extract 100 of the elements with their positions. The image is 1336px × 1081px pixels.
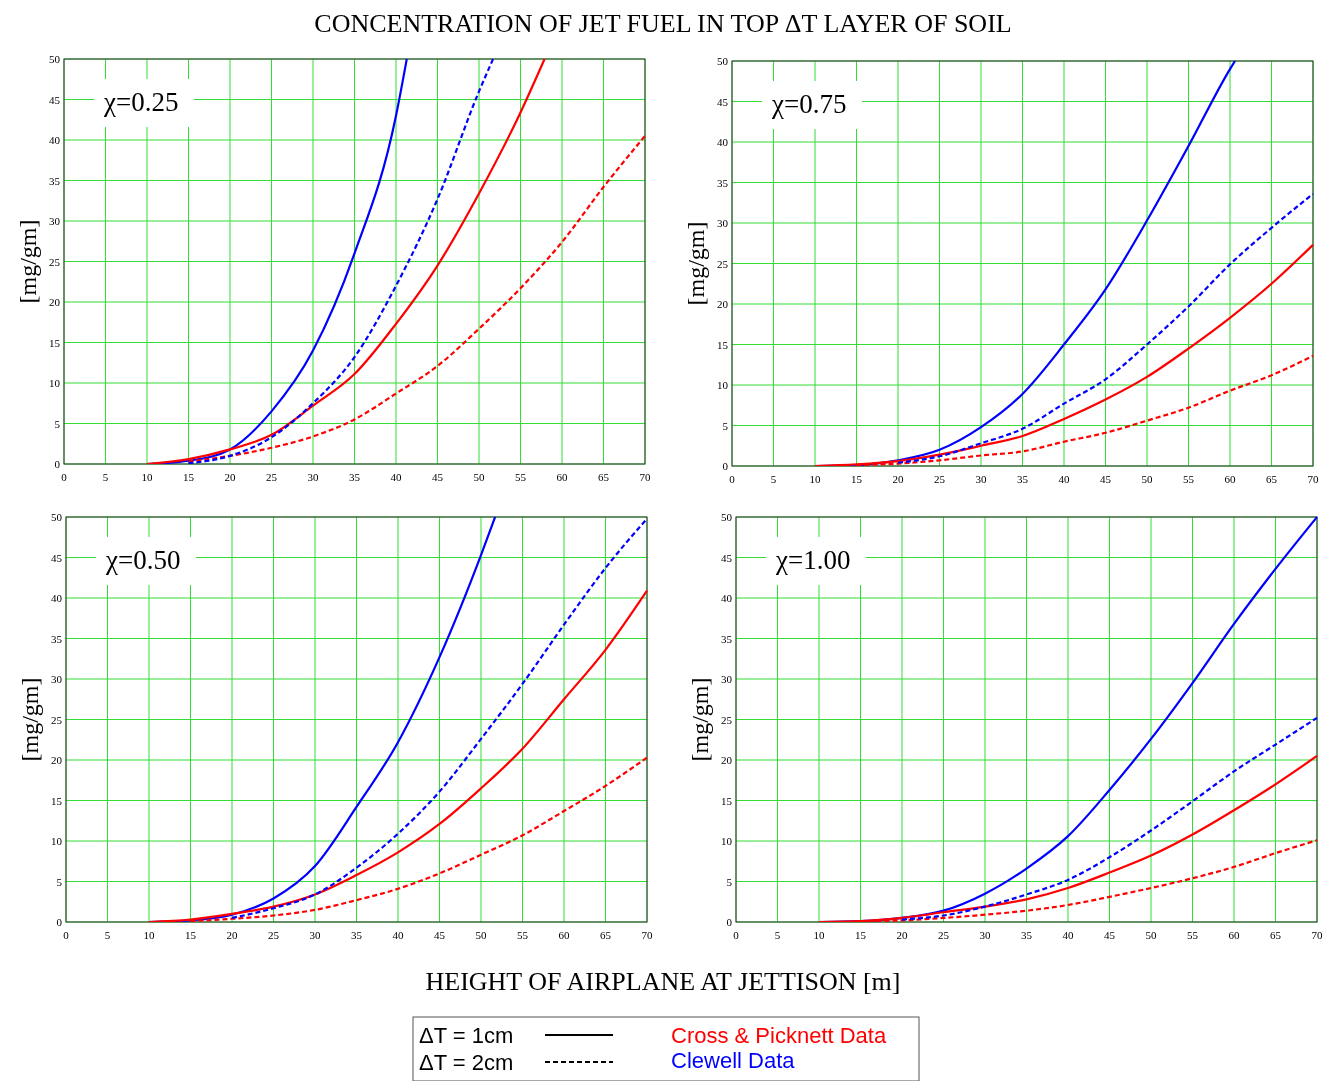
x-tick-label: 40 (1058, 473, 1070, 485)
y-axis-title: [mg/gm] (15, 219, 41, 304)
y-tick-label: 0 (722, 460, 729, 472)
x-tick-label: 65 (1266, 473, 1278, 485)
x-tick-label: 35 (1017, 473, 1029, 485)
x-tick-label: 15 (183, 471, 195, 483)
y-tick-label: 0 (54, 458, 61, 470)
x-tick-label: 45 (432, 471, 444, 483)
y-tick-label: 30 (51, 673, 63, 685)
x-tick-label: 5 (102, 471, 109, 483)
x-tick-label: 40 (392, 929, 404, 941)
legend-label: Cross & Picknett Data (671, 1023, 887, 1048)
x-tick-label: 25 (266, 471, 278, 483)
x-tick-label: 10 (143, 929, 155, 941)
y-tick-label: 45 (49, 93, 61, 106)
x-tick-label: 40 (1062, 929, 1074, 941)
line-series (187, 57, 495, 464)
y-tick-label: 15 (721, 794, 733, 807)
x-tick-label: 15 (185, 929, 197, 941)
y-tick-label: 45 (721, 551, 733, 564)
y-tick-label: 35 (51, 632, 63, 645)
x-tick-label: 25 (268, 929, 280, 941)
y-tick-label: 25 (717, 257, 729, 270)
x-tick-label: 25 (934, 473, 946, 485)
x-tick-label: 10 (141, 471, 153, 483)
y-tick-label: 15 (49, 336, 61, 349)
x-tick-label: 20 (896, 929, 908, 941)
y-tick-label: 5 (56, 875, 63, 888)
y-tick-label: 35 (721, 632, 733, 645)
x-tick-label: 60 (558, 929, 570, 941)
legend-label: Clewell Data (671, 1048, 796, 1073)
x-tick-label: 70 (641, 929, 653, 941)
y-tick-label: 0 (56, 916, 63, 928)
y-tick-label: 30 (717, 217, 729, 229)
legend-label: ΔT = 2cm (419, 1050, 514, 1075)
x-tick-label: 20 (224, 471, 236, 483)
x-tick-label: 55 (517, 929, 529, 941)
y-tick-label: 10 (721, 835, 733, 847)
y-tick-label: 10 (49, 377, 61, 389)
y-tick-label: 0 (726, 916, 733, 928)
x-tick-label: 20 (226, 929, 238, 941)
x-tick-label: 70 (1311, 929, 1323, 941)
x-tick-label: 15 (855, 929, 867, 941)
x-tick-label: 55 (515, 471, 527, 483)
x-tick-label: 50 (1141, 473, 1153, 485)
y-tick-label: 30 (721, 673, 733, 685)
x-tick-label: 35 (1021, 929, 1033, 941)
x-tick-label: 65 (598, 471, 610, 483)
annotation: χ=1.00 (775, 545, 851, 575)
x-tick-label: 35 (349, 471, 361, 483)
y-tick-label: 40 (51, 592, 63, 604)
line-series (900, 716, 1319, 921)
x-tick-label: 55 (1183, 473, 1195, 485)
x-tick-label: 35 (351, 929, 363, 941)
x-tick-label: 40 (390, 471, 402, 483)
y-tick-label: 40 (717, 136, 729, 148)
y-tick-label: 50 (721, 511, 733, 523)
y-axis-title: [mg/gm] (687, 677, 713, 762)
y-tick-label: 25 (51, 713, 63, 726)
line-series (817, 754, 1319, 922)
y-tick-label: 35 (49, 174, 61, 187)
x-tick-label: 5 (770, 473, 777, 485)
x-tick-label: 65 (1270, 929, 1282, 941)
x-tick-label: 15 (851, 473, 863, 485)
line-series (813, 243, 1315, 466)
legend-label: ΔT = 1cm (419, 1023, 514, 1048)
y-tick-label: 5 (726, 875, 733, 888)
chart-title: CONCENTRATION OF JET FUEL IN TOP ΔT LAYER OF SOIL (314, 9, 1012, 38)
y-tick-label: 20 (721, 754, 733, 766)
y-tick-label: 15 (717, 338, 729, 351)
y-tick-label: 30 (49, 215, 61, 227)
x-tick-label: 5 (104, 929, 111, 941)
x-tick-label: 45 (1100, 473, 1112, 485)
y-tick-label: 35 (717, 176, 729, 189)
y-tick-label: 25 (49, 255, 61, 268)
x-tick-label: 60 (1224, 473, 1236, 485)
x-tick-label: 60 (1228, 929, 1240, 941)
y-tick-label: 20 (51, 754, 63, 766)
y-axis-title: [mg/gm] (683, 221, 709, 306)
y-tick-label: 25 (721, 713, 733, 726)
x-tick-label: 10 (809, 473, 821, 485)
y-tick-label: 20 (717, 298, 729, 310)
x-tick-label: 60 (556, 471, 568, 483)
y-tick-label: 5 (54, 417, 61, 430)
y-tick-label: 15 (51, 794, 63, 807)
y-tick-label: 50 (49, 53, 61, 65)
y-tick-label: 10 (51, 835, 63, 847)
x-tick-label: 45 (434, 929, 446, 941)
x-tick-label: 70 (1307, 473, 1319, 485)
x-tick-label: 45 (1104, 929, 1116, 941)
y-tick-label: 50 (717, 55, 729, 67)
y-axis-title: [mg/gm] (17, 677, 43, 762)
x-tick-label: 55 (1187, 929, 1199, 941)
x-tick-label: 30 (975, 473, 987, 485)
y-tick-label: 50 (51, 511, 63, 523)
x-tick-label: 30 (309, 929, 321, 941)
y-tick-label: 40 (49, 134, 61, 146)
y-tick-label: 40 (721, 592, 733, 604)
x-axis-title: HEIGHT OF AIRPLANE AT JETTISON [m] (425, 967, 901, 996)
y-tick-label: 45 (717, 95, 729, 108)
